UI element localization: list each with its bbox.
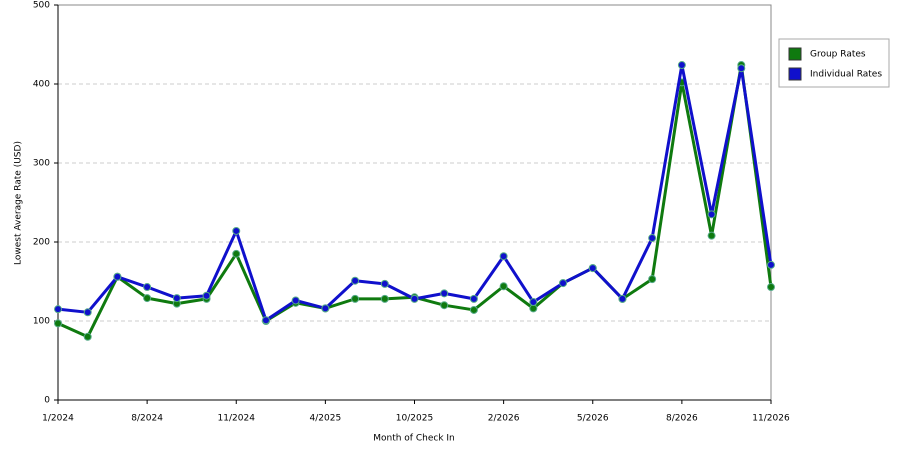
data-point xyxy=(737,64,746,73)
y-tick-label: 300 xyxy=(33,159,50,169)
y-axis-label: Lowest Average Rate (USD) xyxy=(14,141,24,265)
data-point xyxy=(351,294,360,303)
legend-label: Individual Rates xyxy=(810,70,882,80)
data-point xyxy=(143,283,152,292)
x-tick-label: 8/2024 xyxy=(131,414,163,424)
legend-label: Group Rates xyxy=(810,50,866,60)
data-point xyxy=(321,304,330,313)
data-point xyxy=(440,289,449,298)
data-point xyxy=(499,282,508,291)
data-point xyxy=(143,294,152,303)
data-point xyxy=(588,264,597,273)
y-tick-label: 200 xyxy=(33,238,50,248)
data-point xyxy=(499,252,508,261)
x-tick-label: 11/2024 xyxy=(218,414,256,424)
x-tick-label: 10/2025 xyxy=(396,414,433,424)
x-tick-label: 5/2026 xyxy=(577,414,609,424)
data-point xyxy=(113,272,122,281)
data-point xyxy=(232,249,241,258)
y-tick-label: 100 xyxy=(33,317,50,327)
data-point xyxy=(767,283,775,292)
data-point xyxy=(648,275,657,284)
data-point xyxy=(677,61,686,70)
data-point xyxy=(83,308,92,317)
data-point xyxy=(54,305,62,314)
x-tick-label: 1/2024 xyxy=(42,414,74,424)
data-point xyxy=(291,296,300,305)
data-point xyxy=(54,319,62,328)
data-point xyxy=(261,316,270,325)
y-tick-label: 400 xyxy=(33,80,50,90)
x-tick-label: 2/2026 xyxy=(488,414,520,424)
legend-swatch xyxy=(788,47,802,61)
data-point xyxy=(529,298,538,307)
x-tick-label: 8/2026 xyxy=(666,414,698,424)
data-point xyxy=(232,226,241,235)
data-point xyxy=(83,332,92,341)
data-point xyxy=(380,294,389,303)
data-point xyxy=(440,301,449,310)
data-point xyxy=(648,234,657,243)
data-point xyxy=(469,305,478,314)
data-point xyxy=(707,231,716,240)
x-tick-label: 4/2025 xyxy=(310,414,342,424)
x-axis-label: Month of Check In xyxy=(373,434,455,444)
data-point xyxy=(469,294,478,303)
data-point xyxy=(380,279,389,288)
data-point xyxy=(172,294,181,303)
y-tick-label: 500 xyxy=(33,1,50,11)
y-tick-label: 0 xyxy=(44,396,50,406)
data-point xyxy=(410,294,419,303)
data-point xyxy=(559,279,568,288)
data-point xyxy=(202,291,211,300)
data-point xyxy=(618,294,627,303)
data-point xyxy=(351,276,360,285)
x-tick-label: 11/2026 xyxy=(752,414,790,424)
data-point xyxy=(767,260,775,269)
legend-swatch xyxy=(788,67,802,81)
data-point xyxy=(707,210,716,219)
